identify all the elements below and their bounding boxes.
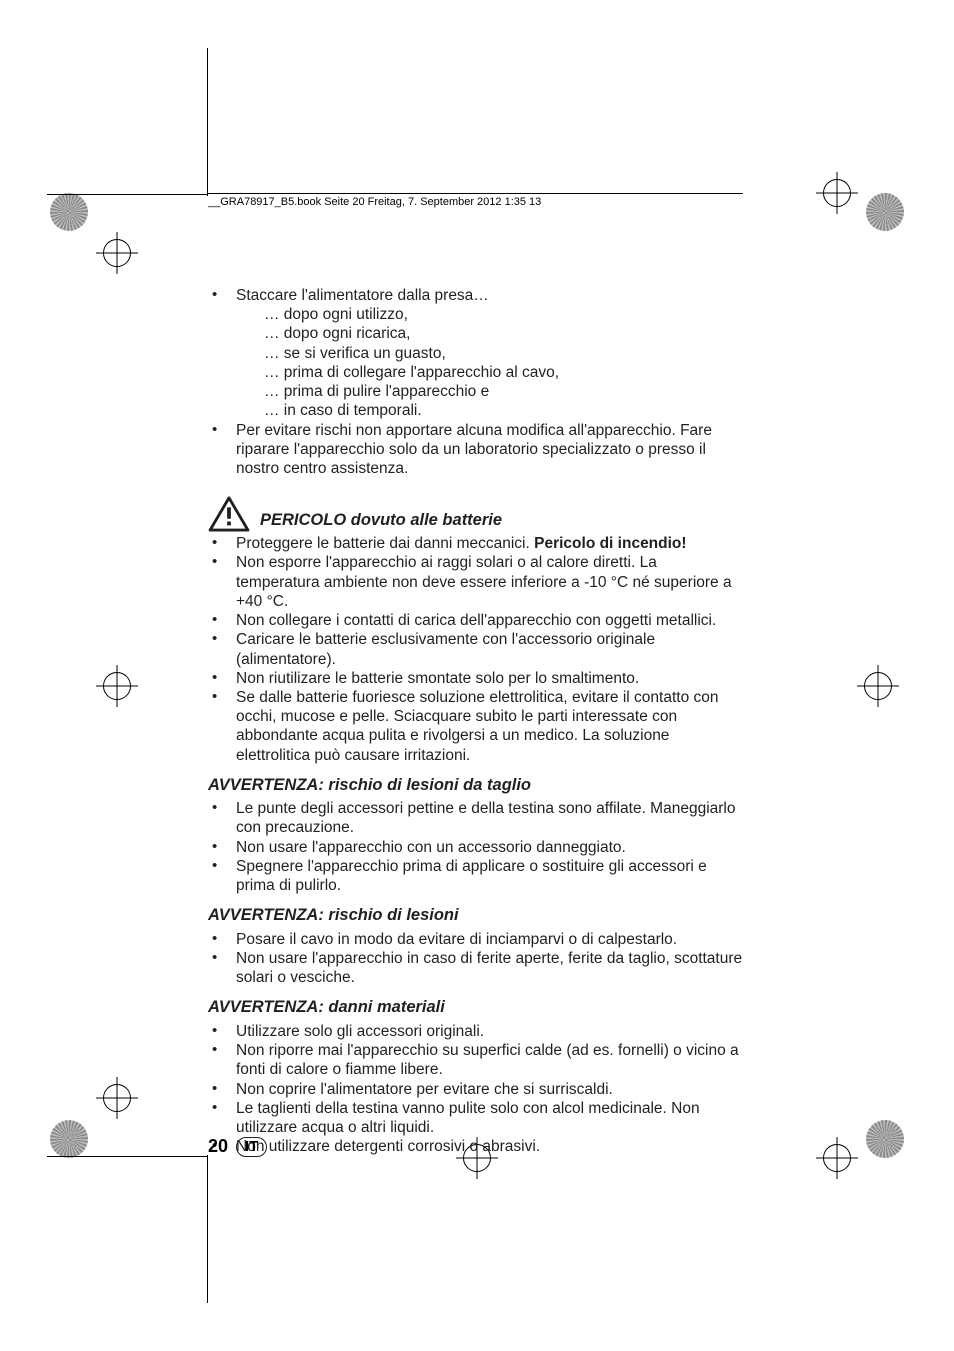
header-meta: __GRA78917_B5.book Seite 20 Freitag, 7. … [208, 196, 743, 208]
list-item: Non utilizzare detergenti corrosivi o ab… [208, 1137, 743, 1156]
body-text: Per evitare rischi non apportare alcuna … [236, 422, 712, 477]
body-text: Proteggere le batterie dai danni meccani… [236, 535, 534, 552]
body-text: … se si verifica un guasto, [264, 344, 743, 363]
list-item: Non collegare i contatti di carica dell'… [208, 611, 743, 630]
list-item: Le punte degli accessori pettine e della… [208, 799, 743, 837]
body-text: Non coprire l'alimentatore per evitare c… [236, 1081, 613, 1098]
body-text: Le taglienti della testina vanno pulite … [236, 1100, 700, 1136]
body-text-bold: Pericolo di incendio! [534, 535, 686, 552]
body-text: … dopo ogni ricarica, [264, 324, 743, 343]
body-text: … dopo ogni utilizzo, [264, 305, 743, 324]
printer-mark [866, 1120, 904, 1158]
body-text: … prima di collegare l'apparecchio al ca… [264, 363, 743, 382]
list-item: Spegnere l'apparecchio prima di applicar… [208, 857, 743, 895]
list-item: Non riporre mai l'apparecchio su superfi… [208, 1041, 743, 1079]
crosshair-icon [96, 1077, 138, 1119]
body-text: Spegnere l'apparecchio prima di applicar… [236, 858, 707, 894]
list-item: Proteggere le batterie dai danni meccani… [208, 534, 743, 553]
crosshair-icon [816, 172, 858, 214]
body-text: Le punte degli accessori pettine e della… [236, 800, 736, 836]
list-item: Le taglienti della testina vanno pulite … [208, 1099, 743, 1137]
printer-mark [866, 193, 904, 231]
warning-triangle-icon [208, 496, 250, 532]
list-item: Non esporre l'apparecchio ai raggi solar… [208, 553, 743, 611]
page-content: __GRA78917_B5.book Seite 20 Freitag, 7. … [208, 193, 743, 1166]
crop-line [207, 1155, 208, 1303]
body-text: Non usare l'apparecchio in caso di ferit… [236, 950, 742, 986]
printer-mark [50, 193, 88, 231]
crop-line [47, 194, 207, 195]
list-item: Posare il cavo in modo da evitare di inc… [208, 930, 743, 949]
page-number: 20 [208, 1136, 228, 1157]
list-item: Per evitare rischi non apportare alcuna … [208, 421, 743, 479]
list-item: Utilizzare solo gli accessori originali. [208, 1022, 743, 1041]
section-heading: AVVERTENZA: rischio di lesioni da taglio [208, 775, 743, 795]
body-text: Non esporre l'apparecchio ai raggi solar… [236, 554, 732, 609]
section-heading: PERICOLO dovuto alle batterie [208, 496, 743, 530]
body-text: Caricare le batterie esclusivamente con … [236, 631, 655, 667]
list-item: Non coprire l'alimentatore per evitare c… [208, 1080, 743, 1099]
list-item: Non usare l'apparecchio in caso di ferit… [208, 949, 743, 987]
page-footer: 20 IT [208, 1136, 267, 1157]
crop-line [47, 1156, 207, 1157]
crosshair-icon [96, 232, 138, 274]
header-rule [208, 193, 743, 194]
body-text: … in caso di temporali. [264, 401, 743, 420]
body-text: Non collegare i contatti di carica dell'… [236, 612, 716, 629]
heading-text: PERICOLO dovuto alle batterie [260, 510, 502, 530]
list-item: Caricare le batterie esclusivamente con … [208, 630, 743, 668]
body-text: Non riutilizare le batterie smontate sol… [236, 670, 639, 687]
section-heading: AVVERTENZA: danni materiali [208, 997, 743, 1017]
crosshair-icon [96, 665, 138, 707]
crosshair-icon [816, 1137, 858, 1179]
language-badge: IT [236, 1137, 267, 1157]
list-item: Non usare l'apparecchio con un accessori… [208, 838, 743, 857]
body-text: Se dalle batterie fuoriesce soluzione el… [236, 689, 719, 764]
body-text: Non riporre mai l'apparecchio su superfi… [236, 1042, 739, 1078]
body-text: Non utilizzare detergenti corrosivi o ab… [236, 1138, 540, 1155]
section-heading: AVVERTENZA: rischio di lesioni [208, 905, 743, 925]
body-text: Staccare l'alimentatore dalla presa… [236, 287, 489, 304]
body-text: Utilizzare solo gli accessori originali. [236, 1023, 484, 1040]
body-text: … prima di pulire l'apparecchio e [264, 382, 743, 401]
printer-mark [50, 1120, 88, 1158]
list-item: Staccare l'alimentatore dalla presa… … d… [208, 286, 743, 421]
crosshair-icon [857, 665, 899, 707]
body-text: Non usare l'apparecchio con un accessori… [236, 839, 626, 856]
list-item: Se dalle batterie fuoriesce soluzione el… [208, 688, 743, 765]
body-text: Posare il cavo in modo da evitare di inc… [236, 931, 677, 948]
list-item: Non riutilizare le batterie smontate sol… [208, 669, 743, 688]
crop-line [207, 48, 208, 196]
